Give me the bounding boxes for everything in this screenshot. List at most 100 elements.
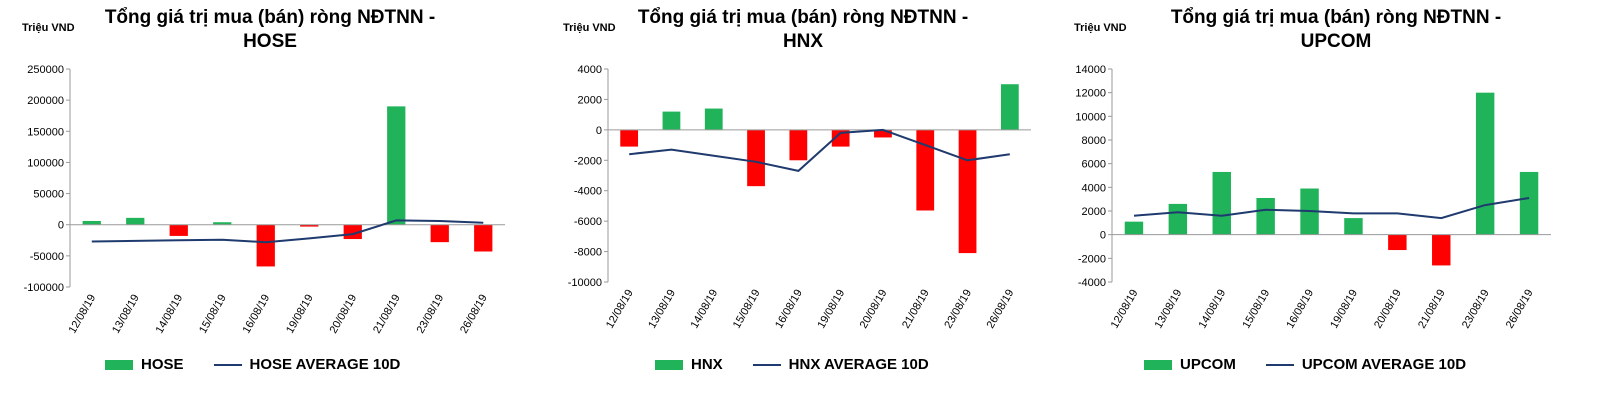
y-tick-label: 2000 <box>1082 206 1106 218</box>
y-tick-label: 0 <box>58 220 64 232</box>
bar <box>747 129 765 187</box>
x-tick-label: 14/08/19 <box>1197 288 1229 331</box>
chart-title-line1: Tổng giá trị mua (bán) ròng NĐTNN - <box>1170 7 1502 28</box>
y-unit-label: Triệu VND <box>22 22 75 34</box>
bar <box>704 108 723 130</box>
y-tick-label: 2000 <box>578 94 602 106</box>
chart-svg-hose: 250000 200000 150000 100000 50000 0 -50000 -100… <box>24 64 505 336</box>
bar <box>1212 171 1231 235</box>
x-tick-label: 23/08/19 <box>1460 288 1492 331</box>
bar <box>1475 92 1495 235</box>
legend-line-swatch <box>752 363 781 366</box>
x-tick-label: 20/08/19 <box>1372 288 1404 331</box>
chart-title: Tổng giá trị mua (bán) ròng NĐTNN - HNX <box>603 6 1003 54</box>
x-tick-label: 20/08/19 <box>328 293 360 336</box>
legend: UPCOM UPCOM AVERAGE 10D <box>1144 356 1466 373</box>
x-tick-label: 15/08/19 <box>731 288 763 331</box>
x-tick-label: 13/08/19 <box>110 293 142 336</box>
x-tick-label: 15/08/19 <box>1240 288 1272 331</box>
y-tick-label: 150000 <box>27 126 64 138</box>
bar <box>1432 234 1451 266</box>
bar <box>300 224 319 227</box>
y-tick-label: -4000 <box>574 186 602 198</box>
bar <box>1344 218 1363 235</box>
chart-panel-hnx: 4000 2000 0 -2000 -4000 -6000 -8000 -10000 12/08… <box>533 0 1066 400</box>
legend-bar-label: HNX <box>691 356 723 373</box>
x-tick-label: 12/08/19 <box>67 293 99 336</box>
x-tick-label: 21/08/19 <box>1416 288 1448 331</box>
legend-line-label: UPCOM AVERAGE 10D <box>1301 356 1467 373</box>
bar <box>1388 234 1407 251</box>
bar <box>662 111 681 130</box>
x-tick-label: 13/08/19 <box>1153 288 1185 331</box>
x-tick-label: 16/08/19 <box>1284 288 1316 331</box>
legend: HOSE HOSE AVERAGE 10D <box>105 356 400 373</box>
y-tick-label: 0 <box>596 125 602 137</box>
legend-line-label: HNX AVERAGE 10D <box>788 356 929 373</box>
y-tick-label: -6000 <box>574 216 602 228</box>
chart-title-line1: Tổng giá trị mua (bán) ròng NĐTNN - <box>637 7 969 28</box>
average-line <box>1133 197 1530 220</box>
y-tick-label: 250000 <box>27 64 64 76</box>
average-line <box>629 128 1010 172</box>
bar <box>789 129 808 161</box>
legend-bar-label: HOSE <box>141 356 184 373</box>
bar <box>474 224 493 252</box>
chart-panel-upcom: 14000 12000 10000 8000 6000 4000 2000 0 -2000 -40… <box>1066 0 1599 400</box>
bar <box>256 224 275 267</box>
x-tick-label: 14/08/19 <box>154 293 186 336</box>
bar <box>430 224 449 243</box>
legend-bar-swatch <box>105 359 133 370</box>
x-tick-label: 19/08/19 <box>1328 288 1360 331</box>
x-tick-label: 12/08/19 <box>1109 288 1141 331</box>
chart-title: Tổng giá trị mua (bán) ròng NĐTNN - HOSE <box>70 6 470 54</box>
y-tick-label: -50000 <box>30 251 64 263</box>
y-tick-label: 8000 <box>1082 135 1106 147</box>
x-tick-label: 26/08/19 <box>1504 288 1536 331</box>
y-tick-label: -2000 <box>574 155 602 167</box>
bar <box>1124 221 1144 235</box>
bar <box>916 129 935 211</box>
legend-line-swatch <box>1265 363 1294 366</box>
x-tick-label: 12/08/19 <box>604 288 636 331</box>
chart-svg-hnx: 4000 2000 0 -2000 -4000 -6000 -8000 -1000012/08… <box>568 64 1031 331</box>
chart-title-line2: HNX <box>782 31 824 52</box>
y-tick-label: -100000 <box>24 282 64 294</box>
bar <box>126 217 145 225</box>
legend-bar-swatch <box>655 359 683 370</box>
chart-svg-upcom: 14000 12000 10000 8000 6000 4000 2000 0 -2000 -40… <box>1075 64 1551 331</box>
x-tick-label: 21/08/19 <box>900 288 932 331</box>
y-tick-label: 6000 <box>1082 159 1106 171</box>
x-tick-label: 21/08/19 <box>371 293 403 336</box>
bar <box>1168 203 1188 235</box>
bar <box>874 129 892 138</box>
chart-panel-hose: 250000 200000 150000 100000 50000 0 -50000 -100… <box>0 0 533 400</box>
chart-title-line2: HOSE <box>243 31 297 52</box>
y-tick-label: 4000 <box>578 64 602 76</box>
y-tick-label: 10000 <box>1075 111 1106 123</box>
y-tick-label: 100000 <box>27 157 64 169</box>
x-tick-label: 19/08/19 <box>815 288 847 331</box>
x-tick-label: 14/08/19 <box>689 288 721 331</box>
x-tick-label: 26/08/19 <box>985 287 1017 330</box>
y-tick-label: 200000 <box>27 95 64 107</box>
bar <box>620 129 639 147</box>
bar <box>1256 197 1275 235</box>
y-tick-label: 0 <box>1100 230 1106 242</box>
x-tick-label: 16/08/19 <box>241 293 273 336</box>
bar <box>1000 84 1019 130</box>
chart-title: Tổng giá trị mua (bán) ròng NĐTNN - UPCO… <box>1136 6 1536 54</box>
bar <box>82 220 101 225</box>
y-tick-label: -4000 <box>1078 277 1106 289</box>
x-tick-label: 26/08/19 <box>458 293 490 336</box>
legend-line-label: HOSE AVERAGE 10D <box>249 356 401 373</box>
bar <box>958 129 977 254</box>
bar <box>213 222 232 225</box>
legend-bar-label: UPCOM <box>1180 356 1236 373</box>
chart-title-line1: Tổng giá trị mua (bán) ròng NĐTNN - <box>104 7 436 28</box>
x-tick-label: 13/08/19 <box>646 288 678 331</box>
x-tick-label: 20/08/19 <box>858 288 890 331</box>
bar <box>831 129 850 147</box>
x-tick-label: 16/08/19 <box>773 288 805 331</box>
x-tick-label: 15/08/19 <box>197 293 229 336</box>
